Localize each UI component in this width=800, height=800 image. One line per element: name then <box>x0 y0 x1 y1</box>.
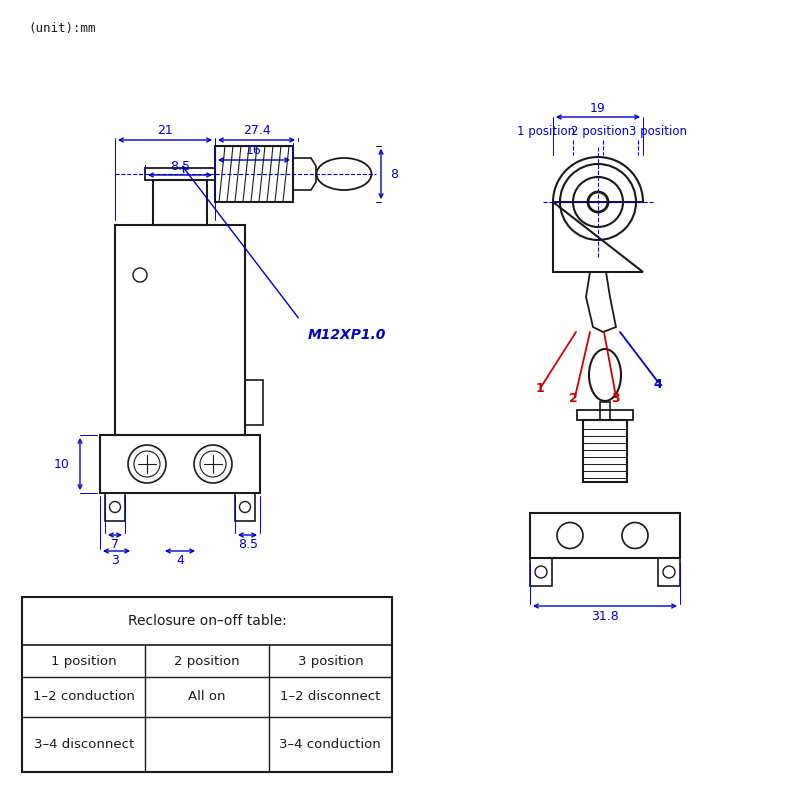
Text: M12XP1.0: M12XP1.0 <box>308 328 386 342</box>
Text: 1: 1 <box>536 382 544 395</box>
Text: 10: 10 <box>54 458 70 470</box>
Text: 3–4 conduction: 3–4 conduction <box>279 738 382 751</box>
Text: 21: 21 <box>157 125 173 138</box>
Text: 2 position: 2 position <box>571 126 629 138</box>
Text: 3–4 disconnect: 3–4 disconnect <box>34 738 134 751</box>
Text: 3: 3 <box>612 393 620 406</box>
Text: 1 position: 1 position <box>517 126 575 138</box>
Text: 27.4: 27.4 <box>242 125 270 138</box>
Text: 8: 8 <box>390 167 398 181</box>
Text: Reclosure on–off table:: Reclosure on–off table: <box>128 614 286 628</box>
Text: 7: 7 <box>111 538 119 550</box>
Text: 4: 4 <box>176 554 184 566</box>
Text: 19: 19 <box>590 102 606 114</box>
Text: All on: All on <box>188 690 226 703</box>
Text: 8.5: 8.5 <box>238 538 258 550</box>
Text: 4: 4 <box>654 378 662 390</box>
Text: 8.5: 8.5 <box>170 159 190 173</box>
Text: 3 position: 3 position <box>298 654 363 667</box>
Text: (unit):mm: (unit):mm <box>28 22 95 35</box>
Text: 1 position: 1 position <box>51 654 117 667</box>
Text: 1–2 conduction: 1–2 conduction <box>33 690 134 703</box>
Text: 31.8: 31.8 <box>591 610 619 622</box>
Text: 2 position: 2 position <box>174 654 240 667</box>
Text: 16: 16 <box>246 145 262 158</box>
Text: 1–2 disconnect: 1–2 disconnect <box>280 690 381 703</box>
Text: 2: 2 <box>569 393 578 406</box>
Text: 3 position: 3 position <box>629 126 687 138</box>
Text: 3: 3 <box>111 554 119 566</box>
